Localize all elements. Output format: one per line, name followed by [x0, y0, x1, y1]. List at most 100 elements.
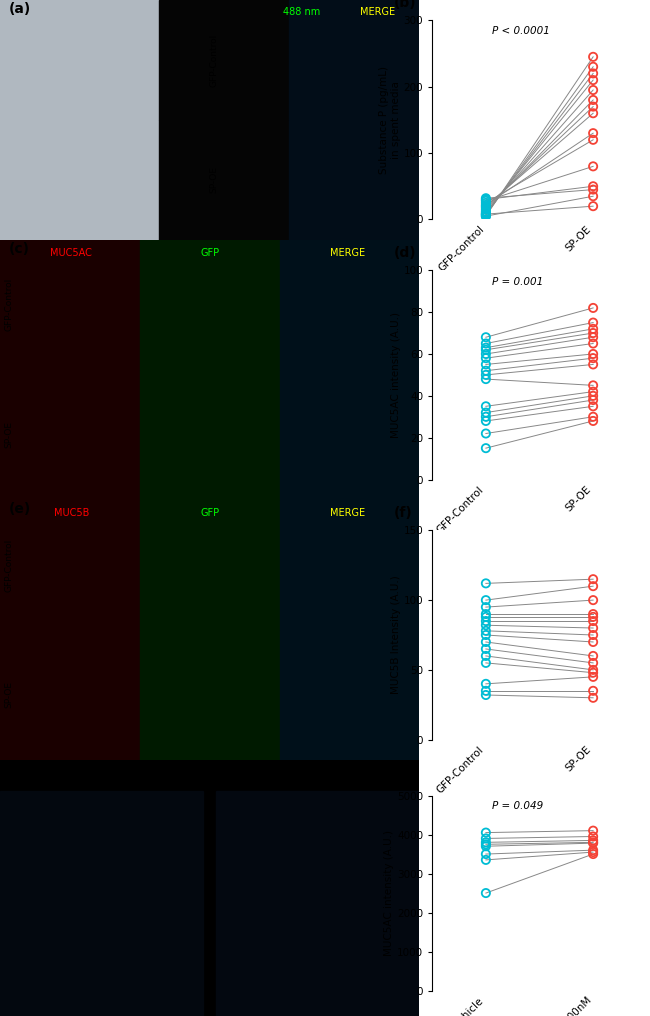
Point — [481, 836, 491, 852]
Point — [588, 325, 598, 341]
Point — [588, 654, 598, 671]
Point — [588, 683, 598, 699]
Point — [481, 204, 491, 220]
Bar — [0, 500, 140, 630]
Point — [588, 648, 598, 664]
Point — [588, 408, 598, 425]
Point — [481, 341, 491, 358]
Point — [481, 627, 491, 643]
Point — [588, 620, 598, 636]
Point — [588, 329, 598, 345]
Point — [481, 676, 491, 692]
Bar — [140, 630, 280, 760]
Point — [588, 357, 598, 373]
Point — [481, 199, 491, 215]
Point — [588, 571, 598, 587]
Point — [481, 197, 491, 213]
Bar — [216, 790, 419, 1016]
Point — [588, 198, 598, 214]
Bar — [159, 120, 289, 240]
Point — [588, 412, 598, 429]
Point — [481, 206, 491, 223]
Point — [588, 158, 598, 175]
Point — [481, 617, 491, 633]
Point — [588, 72, 598, 88]
Point — [481, 592, 491, 609]
Text: (e): (e) — [8, 503, 31, 516]
Point — [588, 65, 598, 81]
Y-axis label: MUC5B Intensity (A.U.): MUC5B Intensity (A.U.) — [391, 576, 400, 694]
Point — [588, 314, 598, 330]
Bar — [280, 370, 419, 500]
Point — [481, 648, 491, 664]
Point — [588, 392, 598, 408]
Text: MUC5B: MUC5B — [53, 508, 89, 518]
Text: (d): (d) — [394, 246, 416, 260]
Bar — [0, 630, 140, 760]
Text: SP-OE: SP-OE — [4, 422, 13, 448]
Point — [588, 613, 598, 629]
Point — [588, 834, 598, 850]
Bar — [0, 790, 203, 1016]
Text: MUC5AC: MUC5AC — [50, 248, 92, 258]
Point — [588, 182, 598, 198]
Text: SP-OE: SP-OE — [209, 167, 218, 193]
Point — [481, 329, 491, 345]
Text: GFP: GFP — [200, 248, 219, 258]
Point — [481, 335, 491, 352]
Point — [588, 398, 598, 415]
Y-axis label: Substance P (pg/mL)
in spent media: Substance P (pg/mL) in spent media — [379, 66, 401, 174]
Point — [481, 367, 491, 383]
Point — [481, 195, 491, 211]
Point — [481, 398, 491, 415]
Point — [588, 609, 598, 625]
Point — [588, 345, 598, 362]
Point — [481, 203, 491, 219]
Point — [481, 683, 491, 699]
Text: MERGE: MERGE — [359, 7, 395, 17]
Point — [481, 191, 491, 207]
Bar — [280, 500, 419, 630]
Bar — [140, 500, 280, 630]
Point — [588, 335, 598, 352]
Bar — [289, 0, 419, 120]
Bar — [289, 120, 419, 240]
Text: (h): (h) — [394, 766, 416, 780]
Point — [588, 823, 598, 839]
Point — [481, 851, 491, 868]
Point — [481, 363, 491, 379]
Point — [588, 321, 598, 337]
Text: 100 nM SP: 100 nM SP — [289, 768, 348, 777]
Point — [588, 828, 598, 844]
Bar — [0, 240, 140, 370]
Text: (f): (f) — [394, 506, 412, 520]
Point — [481, 371, 491, 387]
Text: GFP-Control: GFP-Control — [209, 34, 218, 86]
Point — [481, 687, 491, 703]
Point — [588, 832, 598, 848]
Point — [481, 198, 491, 214]
Point — [481, 606, 491, 622]
Bar — [280, 630, 419, 760]
Point — [481, 351, 491, 367]
Y-axis label: MUC5AC intensity (A.U.): MUC5AC intensity (A.U.) — [391, 312, 401, 438]
Text: Vehicle control: Vehicle control — [60, 768, 142, 777]
Point — [481, 641, 491, 657]
Point — [588, 669, 598, 685]
Point — [481, 426, 491, 442]
Point — [481, 190, 491, 206]
Point — [481, 846, 491, 863]
Point — [481, 575, 491, 591]
Point — [481, 357, 491, 373]
Point — [588, 82, 598, 99]
Bar — [280, 240, 419, 370]
Point — [588, 99, 598, 115]
Point — [588, 388, 598, 404]
Point — [481, 599, 491, 616]
Point — [588, 664, 598, 681]
Point — [481, 613, 491, 629]
Point — [481, 412, 491, 429]
Bar — [140, 370, 280, 500]
Point — [481, 830, 491, 846]
Bar — [0, 0, 159, 240]
